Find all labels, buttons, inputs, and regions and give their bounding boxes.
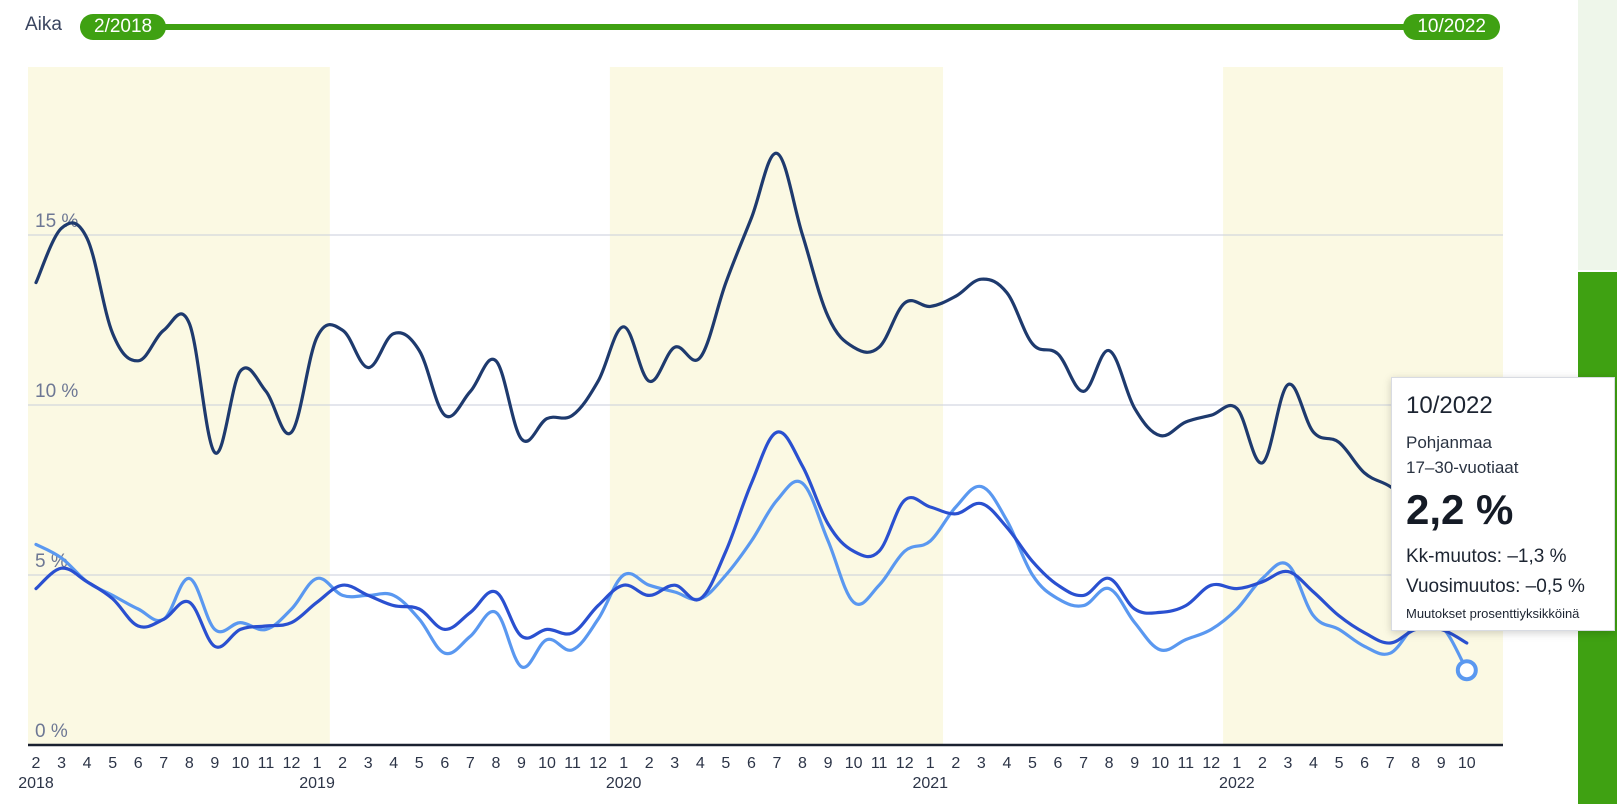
x-tick-label: 8 — [798, 755, 807, 772]
x-tick-label: 7 — [1386, 755, 1395, 772]
time-range-start-handle[interactable]: 2/2018 — [80, 14, 167, 40]
x-tick-label: 2 — [951, 755, 960, 772]
x-tick-label: 2 — [32, 755, 41, 772]
x-tick-label: 1 — [1232, 755, 1241, 772]
x-tick-label: 3 — [364, 755, 373, 772]
x-tick-label: 12 — [896, 755, 914, 772]
x-tick-label: 10 — [1458, 755, 1476, 772]
x-tick-label: 2 — [338, 755, 347, 772]
x-tick-label: 8 — [185, 755, 194, 772]
tooltip-note: Muutokset prosenttiyksikköinä — [1406, 606, 1580, 621]
x-tick-label: 11 — [258, 755, 275, 772]
x-tick-label: 1 — [926, 755, 935, 772]
x-tick-label: 9 — [210, 755, 219, 772]
x-tick-label: 6 — [1054, 755, 1063, 772]
x-tick-label: 4 — [389, 755, 398, 772]
year-label: 2019 — [299, 775, 335, 792]
tooltip-month-change: Kk-muutos: –1,3 % — [1406, 546, 1567, 567]
x-tick-label: 9 — [1130, 755, 1139, 772]
y-tick-label: 15 % — [35, 211, 78, 232]
time-range-track[interactable] — [80, 24, 1500, 30]
x-tick-label: 11 — [564, 755, 581, 772]
x-tick-label: 1 — [619, 755, 628, 772]
x-tick-label: 8 — [1105, 755, 1114, 772]
side-decoration-top — [1578, 0, 1617, 270]
x-tick-label: 1 — [313, 755, 322, 772]
tooltip-year-change: Vuosimuutos: –0,5 % — [1406, 576, 1585, 597]
tooltip-period: 10/2022 — [1406, 392, 1493, 419]
x-tick-label: 9 — [1437, 755, 1446, 772]
x-tick-label: 10 — [538, 755, 556, 772]
x-tick-label: 5 — [1028, 755, 1037, 772]
time-label: Aika — [25, 14, 62, 35]
x-tick-label: 9 — [824, 755, 833, 772]
tooltip: 10/2022 Pohjanmaa 17–30-vuotiaat 2,2 % K… — [1391, 377, 1615, 631]
x-tick-label: 10 — [845, 755, 863, 772]
x-tick-label: 3 — [1283, 755, 1292, 772]
y-tick-label: 0 % — [35, 721, 68, 742]
x-tick-label: 2 — [1258, 755, 1267, 772]
year-label: 2022 — [1219, 775, 1255, 792]
x-tick-label: 5 — [721, 755, 730, 772]
tooltip-value: 2,2 % — [1406, 486, 1514, 533]
x-tick-label: 5 — [415, 755, 424, 772]
x-tick-label: 11 — [1177, 755, 1194, 772]
x-tick-label: 12 — [1202, 755, 1220, 772]
x-tick-label: 7 — [1079, 755, 1088, 772]
year-label: 2018 — [18, 775, 54, 792]
x-tick-label: 6 — [440, 755, 449, 772]
x-tick-label: 6 — [747, 755, 756, 772]
x-tick-label: 8 — [491, 755, 500, 772]
x-tick-label: 3 — [57, 755, 66, 772]
year-label: 2021 — [912, 775, 948, 792]
x-tick-label: 10 — [1151, 755, 1169, 772]
x-tick-label: 5 — [108, 755, 117, 772]
selected-point-marker — [1455, 659, 1478, 682]
year-label: 2020 — [606, 775, 642, 792]
x-tick-label: 4 — [83, 755, 92, 772]
x-tick-label: 12 — [283, 755, 301, 772]
x-tick-label: 8 — [1411, 755, 1420, 772]
x-tick-label: 4 — [1002, 755, 1011, 772]
series-line-dark — [34, 151, 1469, 550]
x-tick-label: 7 — [466, 755, 475, 772]
x-tick-label: 4 — [696, 755, 705, 772]
x-tick-label: 2 — [645, 755, 654, 772]
x-tick-label: 6 — [1360, 755, 1369, 772]
x-tick-label: 6 — [134, 755, 143, 772]
tooltip-region: Pohjanmaa — [1406, 433, 1493, 452]
year-band — [609, 67, 944, 745]
series-line-mid — [34, 430, 1469, 649]
time-range-slider[interactable]: 2/2018 10/2022 — [80, 14, 1500, 40]
year-band — [28, 67, 330, 745]
x-tick-label: 12 — [589, 755, 607, 772]
x-tick-label: 5 — [1335, 755, 1344, 772]
x-tick-label: 4 — [1309, 755, 1318, 772]
x-tick-label: 10 — [232, 755, 250, 772]
x-tick-label: 9 — [517, 755, 526, 772]
x-tick-label: 3 — [670, 755, 679, 772]
y-tick-label: 10 % — [35, 381, 78, 402]
x-tick-label: 3 — [977, 755, 986, 772]
x-tick-label: 7 — [772, 755, 781, 772]
time-range-end-handle[interactable]: 10/2022 — [1403, 14, 1500, 40]
x-tick-label: 7 — [159, 755, 168, 772]
tooltip-group: 17–30-vuotiaat — [1406, 458, 1519, 477]
x-tick-label: 11 — [871, 755, 888, 772]
